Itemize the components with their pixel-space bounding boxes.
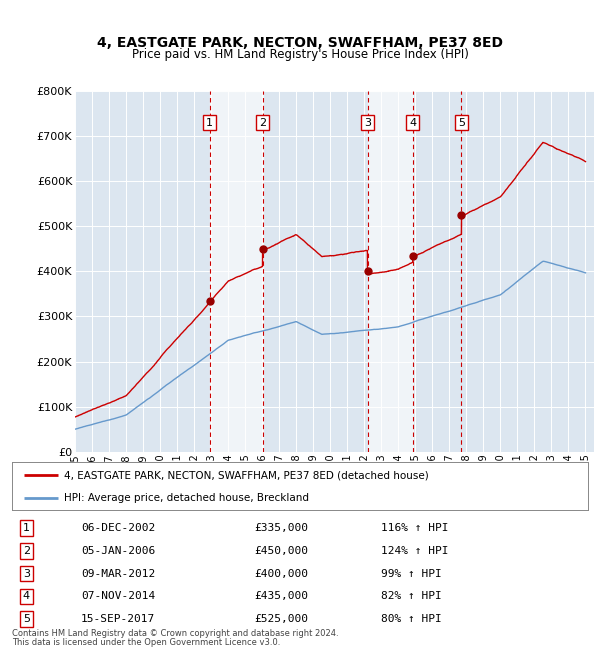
Text: £525,000: £525,000: [254, 614, 308, 624]
Text: 06-DEC-2002: 06-DEC-2002: [81, 523, 155, 533]
Text: 1: 1: [23, 523, 30, 533]
Text: Price paid vs. HM Land Registry's House Price Index (HPI): Price paid vs. HM Land Registry's House …: [131, 48, 469, 61]
Text: 4, EASTGATE PARK, NECTON, SWAFFHAM, PE37 8ED (detached house): 4, EASTGATE PARK, NECTON, SWAFFHAM, PE37…: [64, 470, 428, 480]
Text: HPI: Average price, detached house, Breckland: HPI: Average price, detached house, Brec…: [64, 493, 309, 503]
Text: 5: 5: [458, 118, 465, 127]
Text: 3: 3: [364, 118, 371, 127]
Text: 2: 2: [259, 118, 266, 127]
Text: 116% ↑ HPI: 116% ↑ HPI: [380, 523, 448, 533]
Text: 4, EASTGATE PARK, NECTON, SWAFFHAM, PE37 8ED: 4, EASTGATE PARK, NECTON, SWAFFHAM, PE37…: [97, 36, 503, 50]
Text: 5: 5: [23, 614, 30, 624]
Text: £400,000: £400,000: [254, 569, 308, 578]
Text: 4: 4: [409, 118, 416, 127]
Text: 80% ↑ HPI: 80% ↑ HPI: [380, 614, 442, 624]
Text: 09-MAR-2012: 09-MAR-2012: [81, 569, 155, 578]
Text: 82% ↑ HPI: 82% ↑ HPI: [380, 592, 442, 601]
Text: 1: 1: [206, 118, 213, 127]
Text: £435,000: £435,000: [254, 592, 308, 601]
Text: 05-JAN-2006: 05-JAN-2006: [81, 546, 155, 556]
Bar: [368, 91, 413, 452]
Bar: [210, 91, 263, 452]
Text: 15-SEP-2017: 15-SEP-2017: [81, 614, 155, 624]
Text: £450,000: £450,000: [254, 546, 308, 556]
Text: 07-NOV-2014: 07-NOV-2014: [81, 592, 155, 601]
Text: 3: 3: [23, 569, 30, 578]
Text: 124% ↑ HPI: 124% ↑ HPI: [380, 546, 448, 556]
Text: 2: 2: [23, 546, 30, 556]
Text: 4: 4: [23, 592, 30, 601]
Text: £335,000: £335,000: [254, 523, 308, 533]
Text: Contains HM Land Registry data © Crown copyright and database right 2024.: Contains HM Land Registry data © Crown c…: [12, 629, 338, 638]
Text: This data is licensed under the Open Government Licence v3.0.: This data is licensed under the Open Gov…: [12, 638, 280, 647]
Text: 99% ↑ HPI: 99% ↑ HPI: [380, 569, 442, 578]
